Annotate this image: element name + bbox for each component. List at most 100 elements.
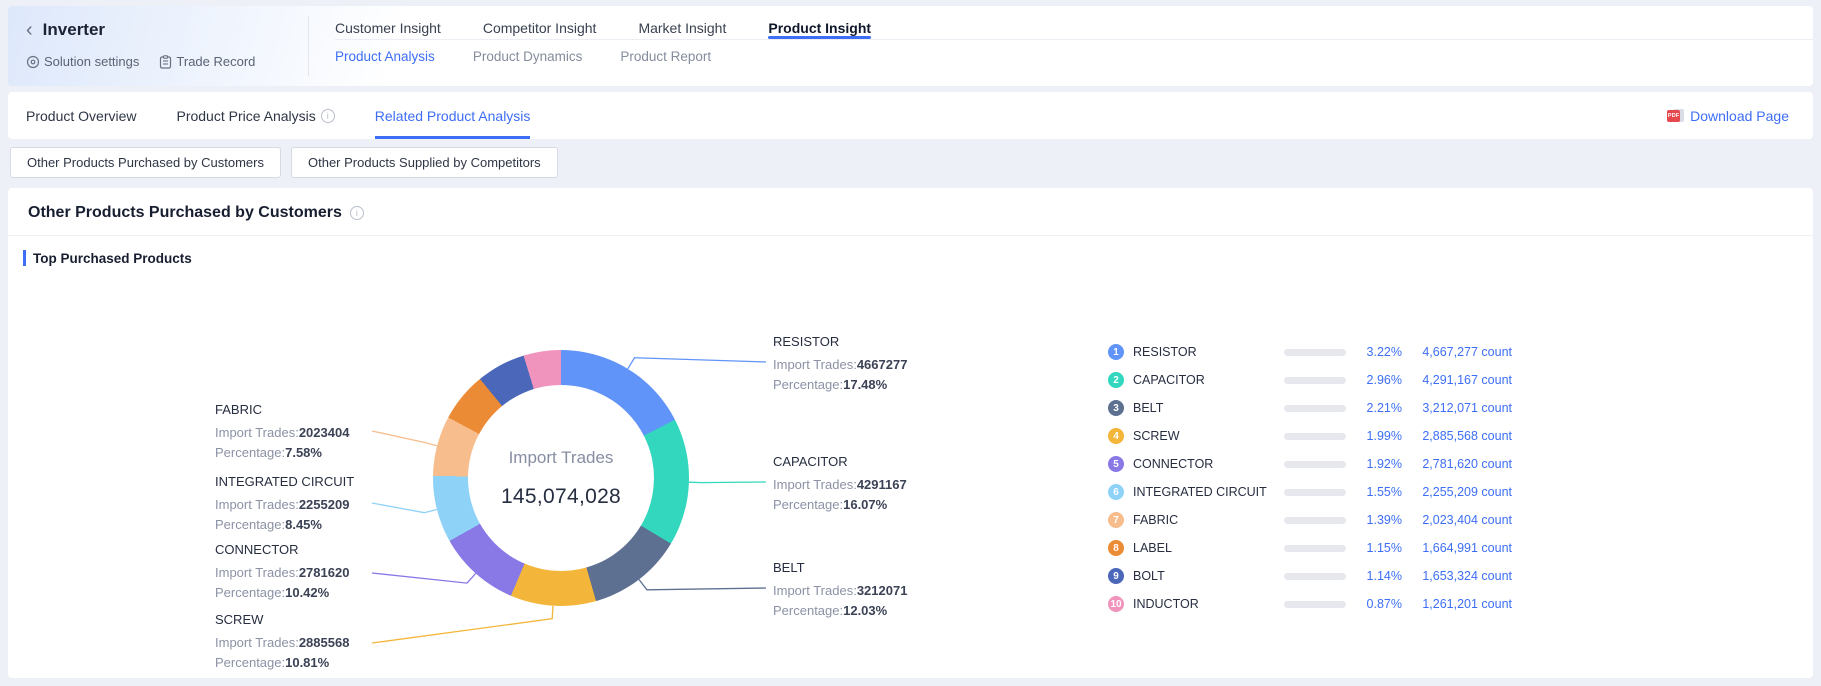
legend-progress-bar bbox=[1284, 460, 1346, 468]
callout-label: RESISTOR Import Trades:4667277 Percentag… bbox=[773, 332, 907, 395]
donut-center-value: 145,074,028 bbox=[500, 484, 622, 508]
rank-badge: 10 bbox=[1108, 596, 1124, 612]
rank-badge: 7 bbox=[1108, 512, 1124, 528]
legend-product-name: BELT bbox=[1133, 401, 1164, 415]
legend-percent: 1.15% bbox=[1366, 541, 1402, 555]
solution-settings-button[interactable]: Solution settings bbox=[26, 54, 139, 69]
subtab-product-report[interactable]: Product Report bbox=[620, 49, 712, 64]
callout-percentage: Percentage:7.58% bbox=[215, 445, 322, 460]
toggle-supplied-by-competitors-button[interactable]: Other Products Supplied by Competitors bbox=[291, 147, 558, 178]
callout-import-trades: Import Trades:2023404 bbox=[215, 425, 350, 440]
legend-count: 2,255,209 count bbox=[1422, 485, 1512, 499]
legend-product-name: CONNECTOR bbox=[1133, 457, 1214, 471]
legend-product-name: CAPACITOR bbox=[1133, 373, 1205, 387]
callout-product-name: CAPACITOR bbox=[773, 454, 848, 469]
legend-row: 7 FABRIC 1.39% 2,023,404 count bbox=[1108, 506, 1512, 534]
legend-row: 8 LABEL 1.15% 1,664,991 count bbox=[1108, 534, 1512, 562]
donut-chart-area: Import Trades 145,074,028 RESISTOR Impor… bbox=[8, 188, 1813, 678]
info-icon[interactable]: i bbox=[320, 108, 335, 123]
legend-progress-bar bbox=[1284, 544, 1346, 552]
callout-label: CONNECTOR Import Trades:2781620 Percenta… bbox=[215, 540, 349, 603]
legend-row: 4 SCREW 1.99% 2,885,568 count bbox=[1108, 422, 1512, 450]
tab-market-insight[interactable]: Market Insight bbox=[638, 20, 727, 36]
main-tab-bar: Customer Insight Competitor Insight Mark… bbox=[335, 6, 1813, 40]
legend-progress-bar bbox=[1284, 572, 1346, 580]
callout-percentage: Percentage:16.07% bbox=[773, 497, 888, 512]
callout-import-trades: Import Trades:2255209 bbox=[215, 497, 350, 512]
donut-center-label: Import Trades bbox=[508, 447, 614, 467]
tab-customer-insight[interactable]: Customer Insight bbox=[335, 20, 441, 36]
trade-record-button[interactable]: Trade Record bbox=[159, 54, 255, 69]
tab-product-insight[interactable]: Product Insight bbox=[768, 20, 871, 39]
rank-badge: 1 bbox=[1108, 344, 1124, 360]
callout-label: BELT Import Trades:3212071 Percentage:12… bbox=[773, 558, 907, 621]
legend-row: 5 CONNECTOR 1.92% 2,781,620 count bbox=[1108, 450, 1512, 478]
callout-product-name: RESISTOR bbox=[773, 334, 840, 349]
callout-percentage: Percentage:12.03% bbox=[773, 603, 888, 618]
panel-separator bbox=[8, 235, 1813, 236]
legend-count: 1,653,324 count bbox=[1422, 569, 1512, 583]
legend-product-name: FABRIC bbox=[1133, 513, 1179, 527]
info-icon[interactable]: i bbox=[349, 206, 364, 220]
top-header: ‹ Inverter Solution settings Trade Recor… bbox=[8, 6, 1813, 86]
callout-label: INTEGRATED CIRCUIT Import Trades:2255209… bbox=[215, 472, 354, 535]
callout-import-trades: Import Trades:4291167 bbox=[773, 477, 907, 492]
main-panel: Other Products Purchased by Customers i … bbox=[8, 188, 1813, 678]
legend-progress-bar bbox=[1284, 432, 1346, 440]
callout-label: CAPACITOR Import Trades:4291167 Percenta… bbox=[773, 452, 907, 515]
legend-count: 2,023,404 count bbox=[1422, 513, 1512, 527]
subtab-product-dynamics[interactable]: Product Dynamics bbox=[472, 49, 583, 64]
subtab-product-analysis[interactable]: Product Analysis bbox=[335, 49, 435, 64]
callout-percentage: Percentage:10.42% bbox=[215, 585, 330, 600]
toggle-purchased-by-customers-button[interactable]: Other Products Purchased by Customers bbox=[10, 147, 281, 178]
callout-import-trades: Import Trades:3212071 bbox=[773, 583, 908, 598]
download-page-button[interactable]: PDF Download Page bbox=[1667, 107, 1789, 124]
legend-progress-bar bbox=[1284, 600, 1346, 608]
section-title: Top Purchased Products bbox=[23, 250, 1813, 266]
callout-percentage: Percentage:10.81% bbox=[215, 655, 330, 670]
legend-progress-bar bbox=[1284, 376, 1346, 384]
legend-count: 4,291,167 count bbox=[1422, 373, 1512, 387]
donut-chart[interactable]: Import Trades 145,074,028 bbox=[433, 350, 689, 606]
legend-count: 1,664,991 count bbox=[1422, 541, 1512, 555]
callout-product-name: SCREW bbox=[215, 612, 264, 627]
legend-progress-bar bbox=[1284, 488, 1346, 496]
legend-product-name: LABEL bbox=[1133, 541, 1172, 555]
legend-percent: 1.92% bbox=[1366, 457, 1402, 471]
donut-center: Import Trades 145,074,028 bbox=[468, 385, 654, 571]
legend-percent: 1.14% bbox=[1366, 569, 1402, 583]
callout-percentage: Percentage:17.48% bbox=[773, 377, 888, 392]
rank-badge: 3 bbox=[1108, 400, 1124, 416]
legend-product-name: SCREW bbox=[1133, 429, 1180, 443]
target-icon bbox=[26, 55, 40, 69]
legend-row: 3 BELT 2.21% 3,212,071 count bbox=[1108, 394, 1512, 422]
rank-badge: 6 bbox=[1108, 484, 1124, 500]
rank-badge: 9 bbox=[1108, 568, 1124, 584]
callout-product-name: BELT bbox=[773, 560, 805, 575]
legend-count: 3,212,071 count bbox=[1422, 401, 1512, 415]
back-button[interactable]: ‹ bbox=[26, 19, 33, 41]
callout-product-name: INTEGRATED CIRCUIT bbox=[215, 474, 355, 489]
legend-progress-bar bbox=[1284, 348, 1346, 356]
legend-percent: 2.96% bbox=[1366, 373, 1402, 387]
panel-heading: Other Products Purchased by Customers bbox=[28, 204, 342, 221]
pdf-icon: PDF bbox=[1667, 108, 1685, 123]
legend-progress-bar bbox=[1284, 516, 1346, 524]
legend-row: 1 RESISTOR 3.22% 4,667,277 count bbox=[1108, 338, 1512, 366]
legend-percent: 1.39% bbox=[1366, 513, 1402, 527]
legend-count: 2,885,568 count bbox=[1422, 429, 1512, 443]
callout-import-trades: Import Trades:2781620 bbox=[215, 565, 350, 580]
nav-related-product-analysis[interactable]: Related Product Analysis bbox=[374, 92, 530, 139]
legend-list: 1 RESISTOR 3.22% 4,667,277 count 2 CAPAC… bbox=[1108, 338, 1512, 618]
legend-product-name: INTEGRATED CIRCUIT bbox=[1133, 485, 1267, 499]
callout-percentage: Percentage:8.45% bbox=[215, 517, 322, 532]
legend-percent: 3.22% bbox=[1366, 345, 1402, 359]
tab-competitor-insight[interactable]: Competitor Insight bbox=[482, 20, 597, 36]
rank-badge: 2 bbox=[1108, 372, 1124, 388]
nav-product-price-analysis[interactable]: Product Price Analysis i bbox=[176, 92, 335, 139]
view-toggle-group: Other Products Purchased by Customers Ot… bbox=[10, 147, 558, 178]
callout-import-trades: Import Trades:4667277 bbox=[773, 357, 908, 372]
nav-product-overview[interactable]: Product Overview bbox=[26, 107, 137, 124]
page-title: Inverter bbox=[42, 20, 106, 39]
analysis-nav-bar: Product Overview Product Price Analysis … bbox=[8, 92, 1813, 139]
